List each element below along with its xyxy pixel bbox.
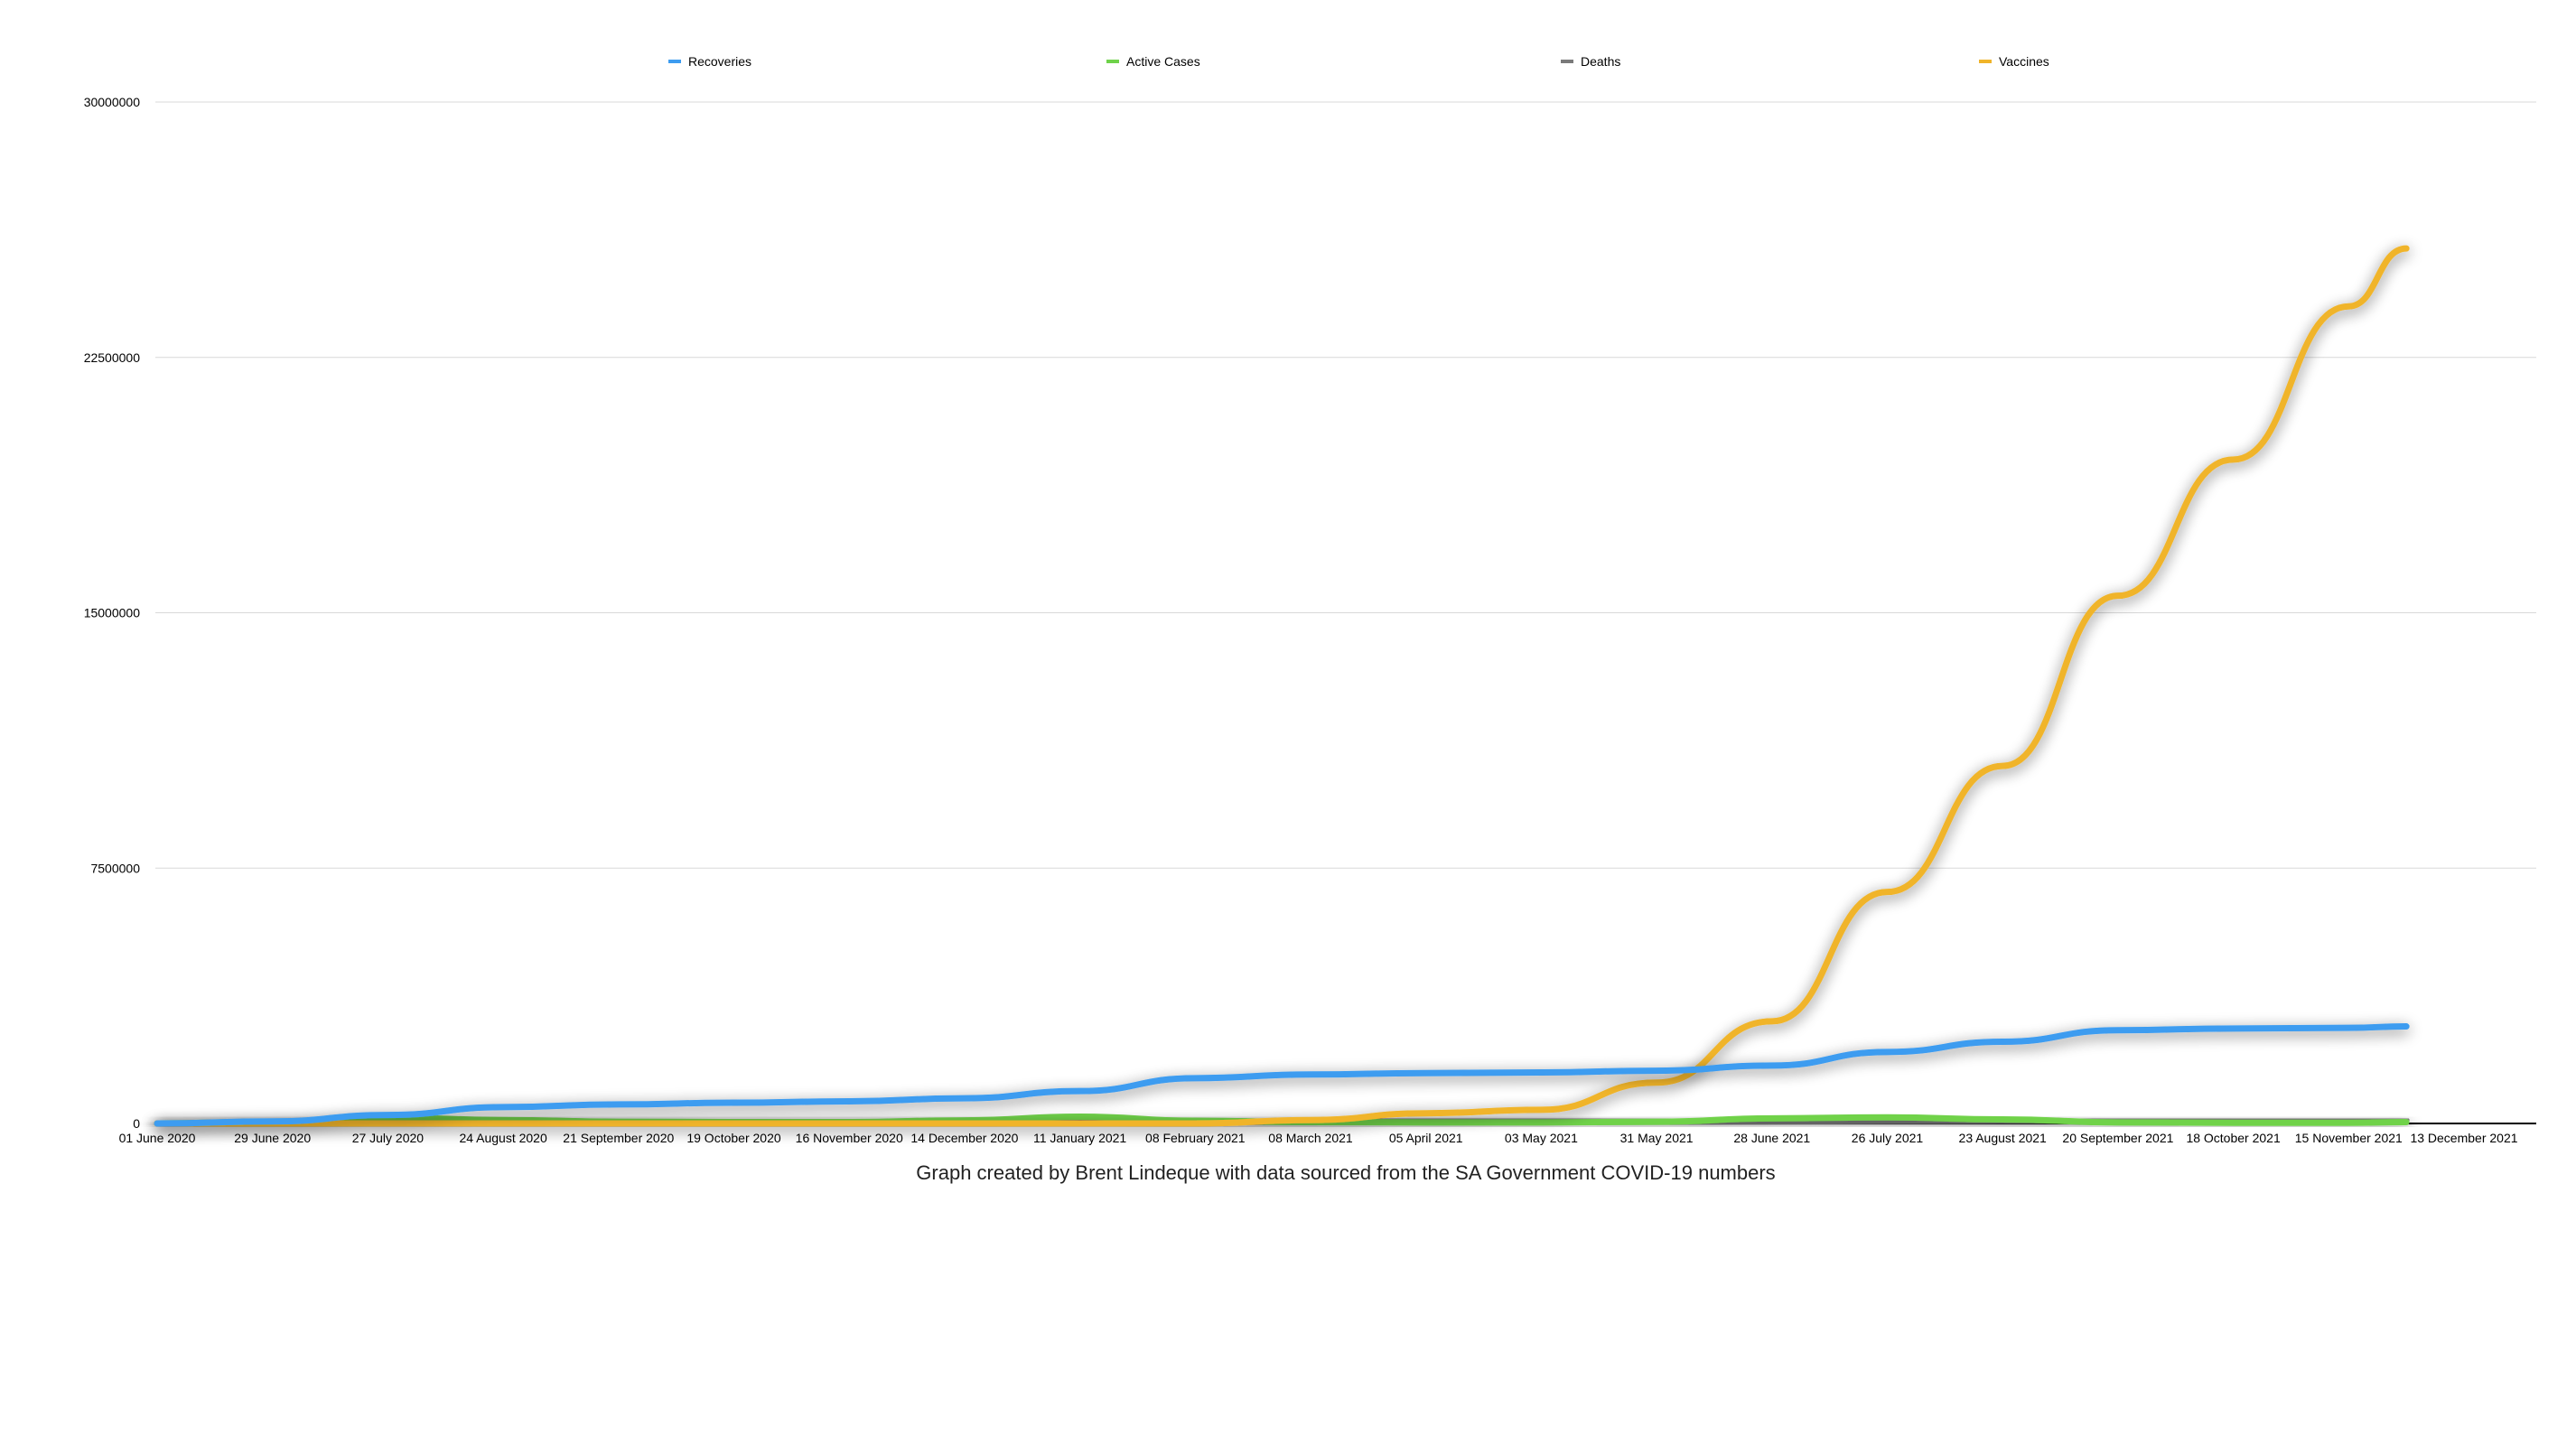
x-tick-label: 26 July 2021 xyxy=(1852,1131,1924,1145)
y-tick-label: 30000000 xyxy=(84,95,141,109)
x-tick-label: 16 November 2020 xyxy=(796,1131,903,1145)
legend: Recoveries Active Cases Deaths Vaccines xyxy=(668,54,2049,69)
x-tick-label: 11 January 2021 xyxy=(1033,1131,1126,1145)
legend-item: Active Cases xyxy=(1106,54,1200,69)
x-tick-label: 19 October 2020 xyxy=(686,1131,781,1145)
x-axis: 01 June 2020 29 June 2020 27 July 2020 24 A… xyxy=(119,1131,2518,1145)
series-lines xyxy=(154,245,2410,1127)
x-tick-label: 08 February 2021 xyxy=(1145,1131,1246,1145)
legend-label: Recoveries xyxy=(688,54,751,69)
x-tick-label: 14 December 2020 xyxy=(910,1131,1018,1145)
y-tick-label: 0 xyxy=(133,1116,140,1131)
y-tick-label: 15000000 xyxy=(84,606,141,620)
x-tick-label: 13 December 2021 xyxy=(2410,1131,2517,1145)
x-tick-label: 28 June 2021 xyxy=(1733,1131,1810,1145)
x-tick-label: 05 April 2021 xyxy=(1389,1131,1463,1145)
legend-item: Deaths xyxy=(1561,54,1620,69)
series-line-vaccines xyxy=(154,245,2410,1127)
x-tick-label: 23 August 2021 xyxy=(1959,1131,2048,1145)
x-tick-label: 29 June 2020 xyxy=(234,1131,311,1145)
x-tick-label: 03 May 2021 xyxy=(1505,1131,1578,1145)
x-tick-label: 24 August 2020 xyxy=(459,1131,547,1145)
legend-item: Recoveries xyxy=(668,54,751,69)
chart-caption: Graph created by Brent Lindeque with dat… xyxy=(916,1161,1775,1184)
y-tick-label: 22500000 xyxy=(84,350,141,365)
legend-label: Deaths xyxy=(1581,54,1620,69)
x-tick-label: 18 October 2021 xyxy=(2186,1131,2281,1145)
legend-label: Active Cases xyxy=(1126,54,1200,69)
x-tick-label: 21 September 2020 xyxy=(563,1131,674,1145)
y-axis: 0 7500000 15000000 22500000 30000000 xyxy=(84,95,141,1131)
x-tick-label: 01 June 2020 xyxy=(119,1131,196,1145)
x-tick-label: 20 September 2021 xyxy=(2062,1131,2173,1145)
x-tick-label: 31 May 2021 xyxy=(1620,1131,1694,1145)
gridlines xyxy=(155,101,2536,1124)
legend-label: Vaccines xyxy=(1999,54,2049,69)
series-line-recoveries xyxy=(154,1023,2410,1127)
x-tick-label: 15 November 2021 xyxy=(2295,1131,2403,1145)
x-tick-label: 27 July 2020 xyxy=(352,1131,425,1145)
legend-item: Vaccines xyxy=(1979,54,2049,69)
x-tick-label: 08 March 2021 xyxy=(1268,1131,1353,1145)
y-tick-label: 7500000 xyxy=(90,861,140,875)
